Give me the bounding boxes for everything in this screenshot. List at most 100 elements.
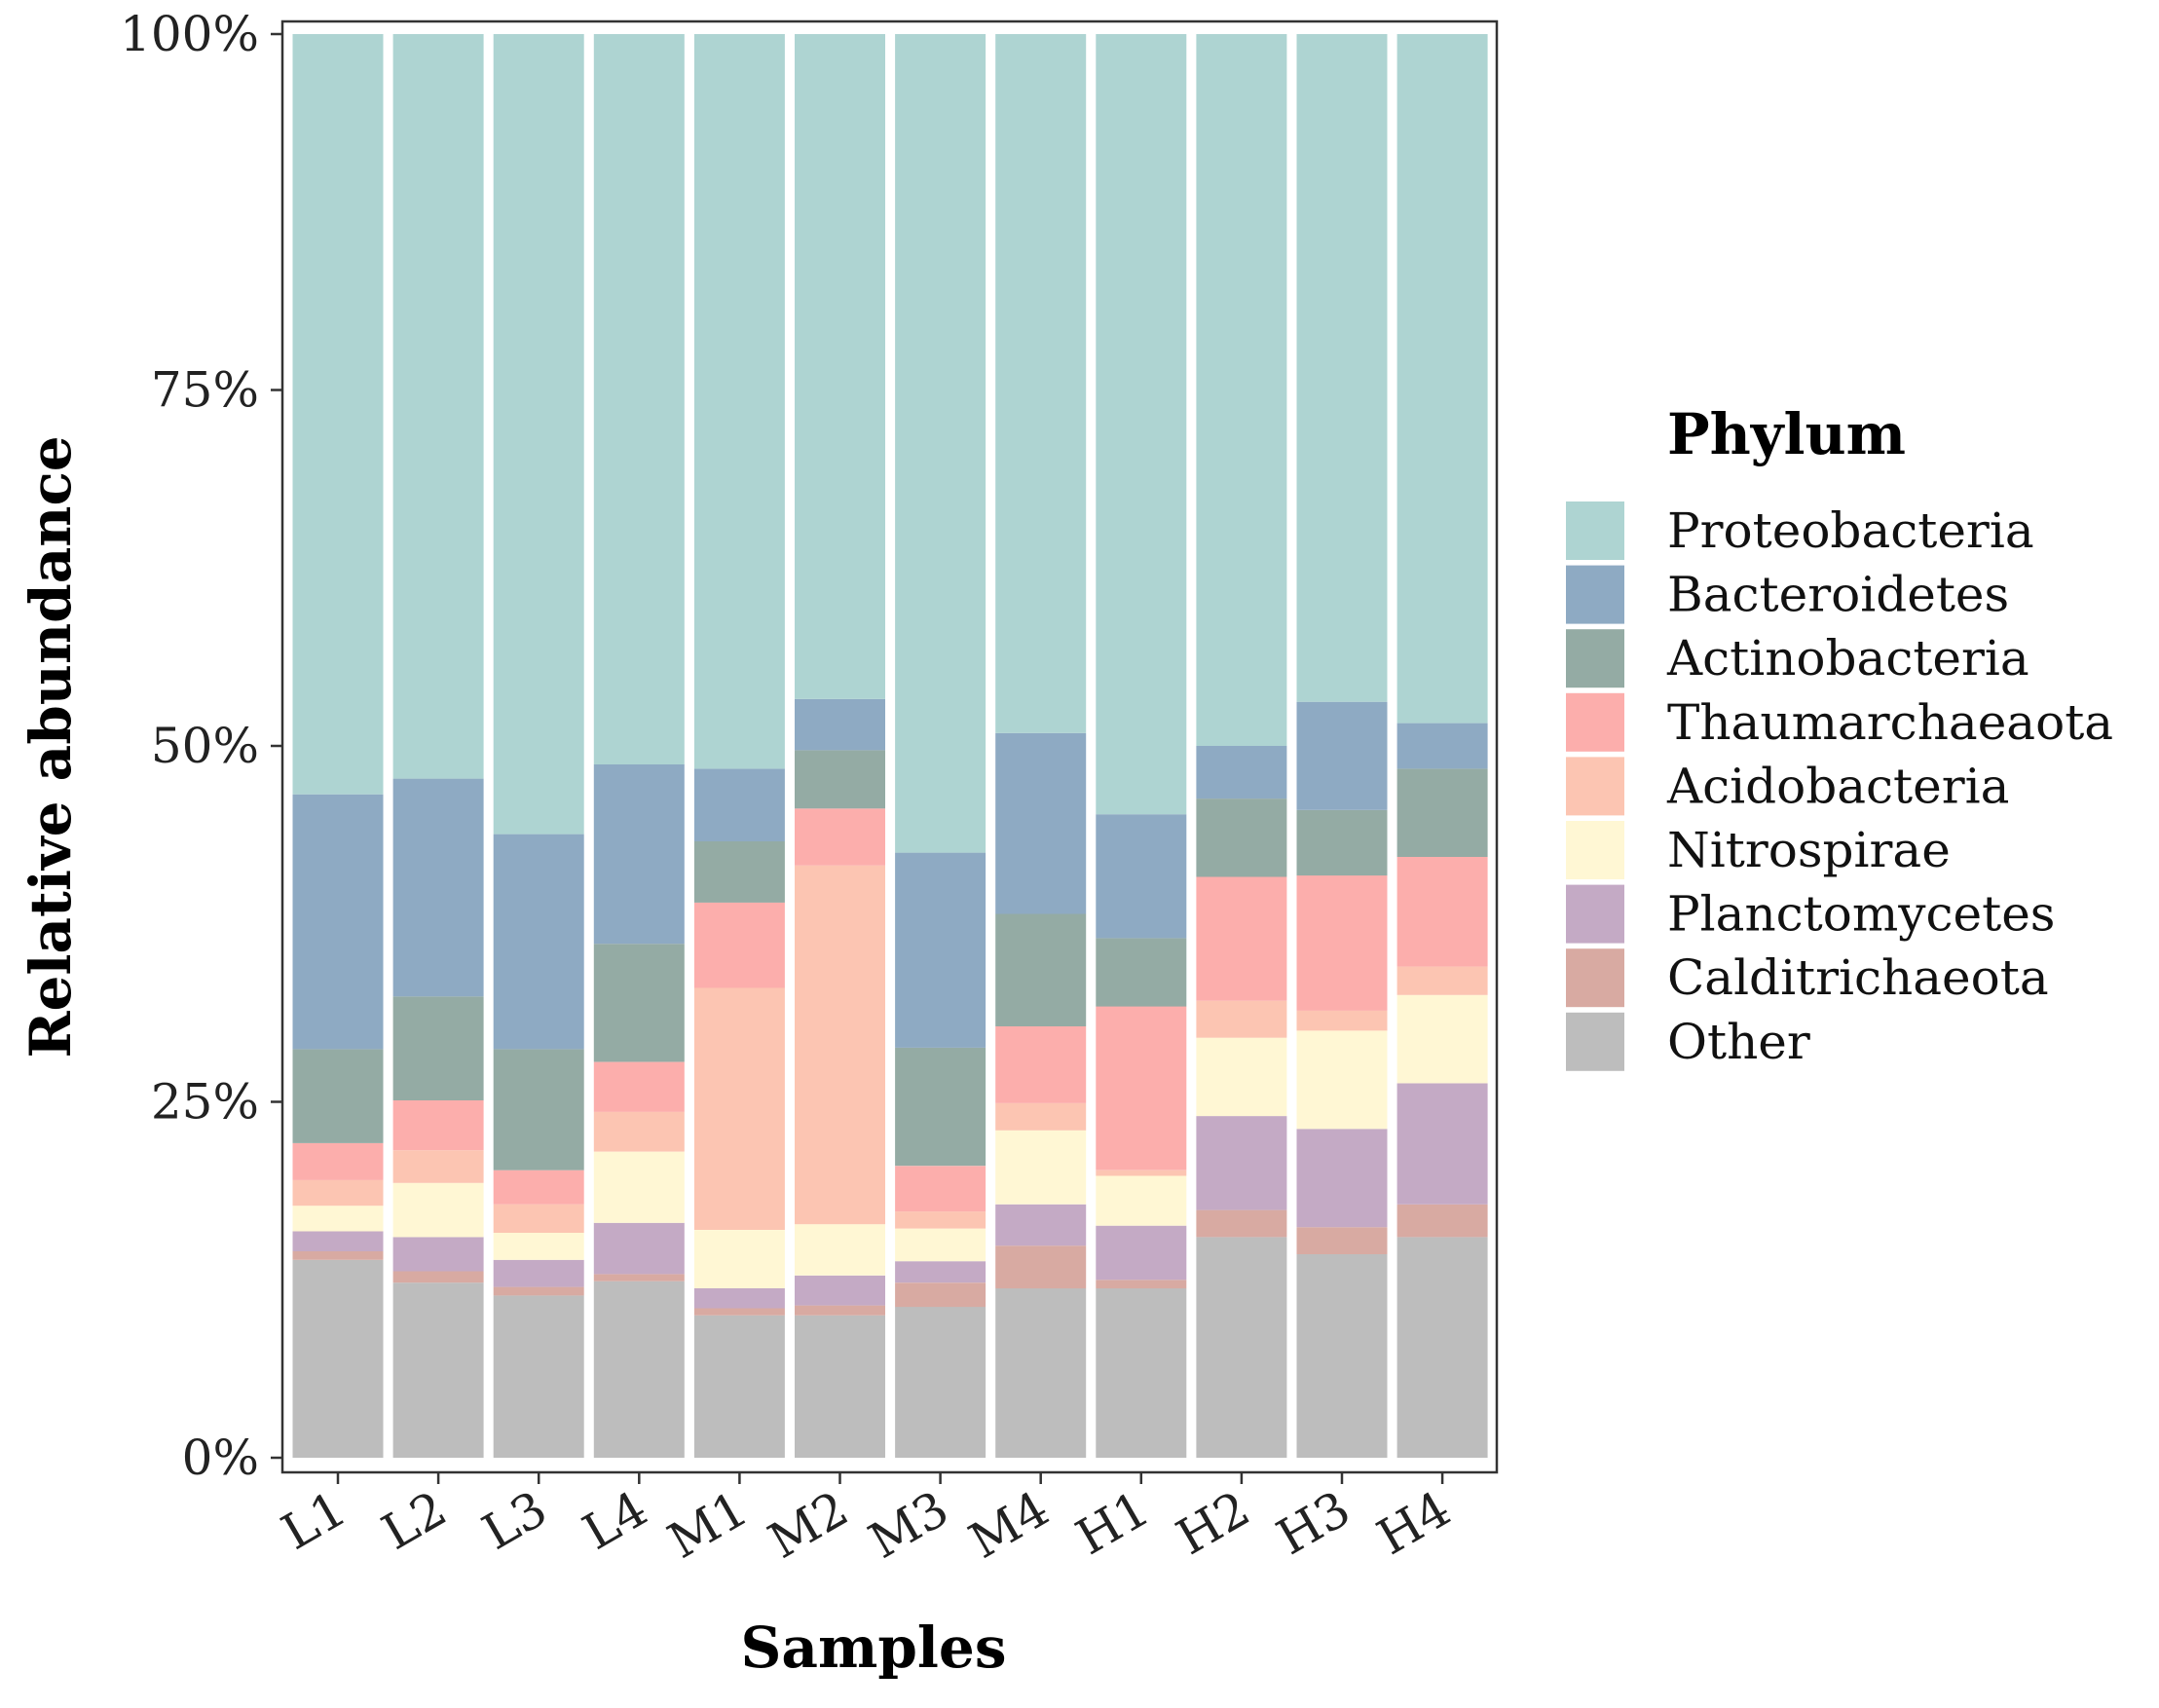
x-axis: L1 L2 L3 L4 M1 M2 M3 M4 H1 H2 H3 H4: [273, 1472, 1460, 1570]
bar-h1-bacteroidetes: [1096, 814, 1187, 939]
bar-h2-other: [1196, 1237, 1287, 1458]
bar-h1-calditrichaeota: [1096, 1280, 1187, 1289]
y-axis: 0% 25% 50% 75% 100%: [120, 6, 282, 1486]
bar-h3-calditrichaeota: [1296, 1227, 1388, 1254]
bar-l3-nitrospirae: [493, 1233, 584, 1260]
bar-l3-planctomycetes: [493, 1259, 584, 1287]
bar-m2-thaumarchaeaota: [795, 808, 885, 866]
bar-l4-acidobacteria: [593, 1111, 685, 1152]
legend-label-other: Other: [1667, 1014, 1810, 1070]
bar-l3-other: [493, 1295, 584, 1458]
bar-stack-l3: [493, 34, 584, 1458]
y-tick-label: 100%: [120, 6, 259, 62]
bar-stack-m1: [693, 34, 785, 1458]
bar-h3-nitrospirae: [1296, 1030, 1388, 1130]
bar-m4-actinobacteria: [995, 913, 1087, 1026]
bar-m3-other: [895, 1307, 986, 1458]
bar-m3-nitrospirae: [895, 1228, 986, 1262]
bar-m1-proteobacteria: [693, 34, 785, 769]
legend-swatch-thaumarchaeaota: [1566, 692, 1624, 752]
bar-l1-other: [292, 1259, 384, 1458]
x-tick-label-l3: L3: [473, 1480, 556, 1561]
bar-m1-acidobacteria: [693, 987, 785, 1230]
bar-m1-nitrospirae: [693, 1230, 785, 1288]
bar-l1-bacteroidetes: [292, 794, 384, 1050]
legend-swatch-actinobacteria: [1566, 629, 1624, 688]
bar-l2-thaumarchaeaota: [392, 1100, 484, 1151]
bar-h2-calditrichaeota: [1196, 1209, 1287, 1238]
bar-h4-thaumarchaeaota: [1396, 857, 1488, 967]
bar-h1-nitrospirae: [1096, 1175, 1187, 1226]
bar-h3-thaumarchaeaota: [1296, 875, 1388, 1011]
bar-stack-m4: [995, 34, 1087, 1458]
y-tick-label: 25%: [151, 1074, 259, 1131]
bar-h4-planctomycetes: [1396, 1083, 1488, 1205]
bar-h4-nitrospirae: [1396, 994, 1488, 1084]
legend-label-planctomycetes: Planctomycetes: [1667, 886, 2055, 943]
bar-m4-calditrichaeota: [995, 1245, 1087, 1289]
bar-stack-l2: [392, 34, 484, 1458]
legend-swatch-acidobacteria: [1566, 757, 1624, 816]
bar-h4-bacteroidetes: [1396, 723, 1488, 769]
bar-m4-proteobacteria: [995, 34, 1087, 733]
legend-swatch-bacteroidetes: [1566, 565, 1624, 624]
bar-stack-m2: [795, 34, 885, 1458]
bar-h3-bacteroidetes: [1296, 701, 1388, 810]
bar-m4-planctomycetes: [995, 1204, 1087, 1246]
bar-l1-proteobacteria: [292, 34, 384, 795]
bar-stack-group: [292, 34, 1488, 1458]
bar-h4-calditrichaeota: [1396, 1204, 1488, 1238]
bar-h1-actinobacteria: [1096, 938, 1187, 1007]
x-tick-label-h4: H4: [1368, 1480, 1460, 1566]
bar-m3-actinobacteria: [895, 1047, 986, 1167]
bar-m4-acidobacteria: [995, 1103, 1087, 1131]
bar-m3-calditrichaeota: [895, 1282, 986, 1308]
x-tick-label-l1: L1: [273, 1480, 355, 1561]
bar-h4-other: [1396, 1237, 1488, 1458]
bar-l3-thaumarchaeaota: [493, 1170, 584, 1205]
bar-m3-acidobacteria: [895, 1211, 986, 1229]
bar-stack-h2: [1196, 34, 1287, 1458]
bar-l4-bacteroidetes: [593, 764, 685, 945]
legend-label-bacteroidetes: Bacteroidetes: [1667, 567, 2009, 623]
legend-swatch-proteobacteria: [1566, 501, 1624, 560]
bar-l2-planctomycetes: [392, 1237, 484, 1272]
bar-l2-proteobacteria: [392, 34, 484, 779]
bar-m1-other: [693, 1315, 785, 1458]
bar-h1-other: [1096, 1288, 1187, 1458]
bar-l4-actinobacteria: [593, 944, 685, 1062]
x-tick-label-l2: L2: [373, 1480, 456, 1561]
bar-m3-bacteroidetes: [895, 852, 986, 1048]
bar-m1-calditrichaeota: [693, 1308, 785, 1316]
bar-l4-planctomycetes: [593, 1222, 685, 1275]
legend-swatch-planctomycetes: [1566, 884, 1624, 944]
x-axis-title: Samples: [741, 1615, 1007, 1681]
bar-h4-actinobacteria: [1396, 768, 1488, 857]
bar-stack-h3: [1296, 34, 1388, 1458]
bar-l1-thaumarchaeaota: [292, 1142, 384, 1180]
bar-h2-acidobacteria: [1196, 1000, 1287, 1038]
x-tick-label-m4: M4: [960, 1480, 1059, 1570]
bar-h2-nitrospirae: [1196, 1037, 1287, 1117]
legend-label-calditrichaeota: Calditrichaeota: [1667, 949, 2049, 1006]
bar-h3-planctomycetes: [1296, 1129, 1388, 1228]
bar-m2-planctomycetes: [795, 1275, 885, 1306]
legend-swatch-other: [1566, 1012, 1624, 1071]
bar-l1-planctomycetes: [292, 1231, 384, 1251]
bar-m1-planctomycetes: [693, 1288, 785, 1309]
bar-l4-calditrichaeota: [593, 1274, 685, 1281]
bar-l1-actinobacteria: [292, 1049, 384, 1143]
legend-label-actinobacteria: Actinobacteria: [1666, 630, 2029, 687]
bar-h4-proteobacteria: [1396, 34, 1488, 724]
bar-m3-planctomycetes: [895, 1261, 986, 1283]
bar-h4-acidobacteria: [1396, 966, 1488, 995]
bar-h3-other: [1296, 1253, 1388, 1458]
y-tick-label: 75%: [151, 362, 259, 419]
bar-l3-proteobacteria: [493, 34, 584, 835]
x-tick-label-h2: H2: [1168, 1480, 1259, 1566]
bar-h2-thaumarchaeaota: [1196, 876, 1287, 1001]
bar-m4-thaumarchaeaota: [995, 1026, 1087, 1103]
bar-m1-actinobacteria: [693, 841, 785, 903]
legend-swatch-calditrichaeota: [1566, 948, 1624, 1008]
